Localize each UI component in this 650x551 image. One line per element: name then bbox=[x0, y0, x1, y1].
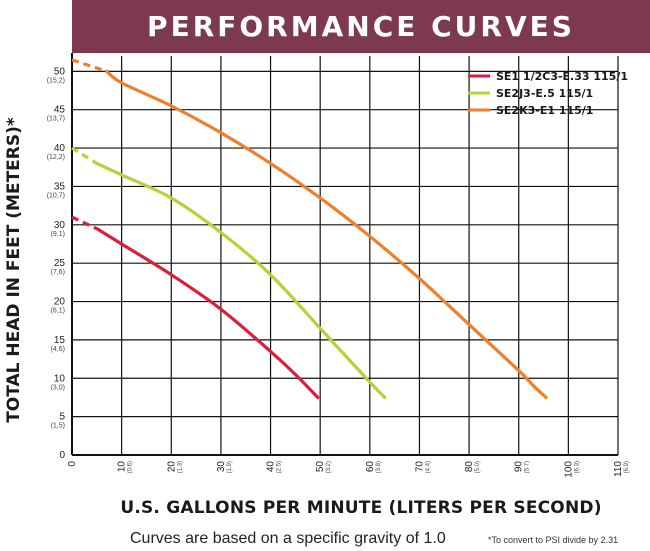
x-tick-sublabel: (2.5) bbox=[277, 461, 283, 473]
x-tick-sublabel: (6.3) bbox=[574, 461, 580, 473]
y-tick-label: 50 bbox=[54, 66, 66, 77]
x-tick-sublabel: (5.7) bbox=[525, 461, 531, 473]
legend-label: SE2K3-E1 115/1 bbox=[496, 104, 593, 117]
x-tick-sublabel: (4.4) bbox=[425, 461, 431, 473]
grid-lines bbox=[72, 56, 619, 455]
x-tick-sublabel: (1.9) bbox=[227, 461, 233, 473]
x-tick-sublabel: (6.9) bbox=[624, 461, 630, 473]
axes bbox=[71, 53, 618, 456]
y-tick-label: 20 bbox=[54, 297, 66, 308]
chart-title: PERFORMANCE CURVES bbox=[72, 0, 650, 53]
legend-label: SE1 1/2C3-E.33 115/1 bbox=[496, 70, 628, 83]
x-tick-label: 100 bbox=[563, 461, 574, 478]
curve-line bbox=[95, 161, 387, 400]
x-tick-label: 70 bbox=[414, 461, 425, 473]
y-tick-sublabel: (13,7) bbox=[47, 116, 65, 123]
x-tick-label: 0 bbox=[67, 461, 78, 467]
y-tick-sublabel: (1,5) bbox=[51, 423, 65, 430]
y-tick-label: 40 bbox=[54, 143, 66, 154]
y-axis-ticks: 0 5(1,5) 10(3,0) 15(4,6) 20(6,1) 25(7,6) 30(9,… bbox=[47, 66, 66, 461]
y-tick-sublabel: (4,6) bbox=[51, 346, 65, 353]
legend: SE1 1/2C3-E.33 115/1 SE2J3-E.5 115/1 SE2K3… bbox=[468, 70, 628, 117]
x-tick-label: 20 bbox=[166, 461, 177, 473]
y-tick-label: 45 bbox=[54, 105, 66, 116]
x-tick-label: 110 bbox=[613, 461, 624, 477]
x-tick-label: 30 bbox=[216, 461, 227, 473]
x-tick-label: 50 bbox=[315, 461, 326, 473]
y-tick-sublabel: (12,2) bbox=[47, 154, 65, 161]
y-tick-label: 25 bbox=[54, 258, 66, 269]
y-tick-sublabel: (3,0) bbox=[51, 384, 65, 391]
x-axis-label: U.S. GALLONS PER MINUTE (LITERS PER SECO… bbox=[120, 498, 602, 518]
y-axis-label: TOTAL HEAD IN FEET (METERS)* bbox=[4, 117, 24, 423]
x-tick-sublabel: (1.3) bbox=[177, 461, 183, 473]
y-tick-label: 30 bbox=[54, 220, 66, 231]
x-tick-label: 10 bbox=[117, 461, 128, 473]
y-tick-label: 35 bbox=[54, 181, 66, 192]
x-tick-label: 40 bbox=[266, 461, 277, 473]
curve-line bbox=[95, 227, 320, 400]
y-tick-sublabel: (10,7) bbox=[47, 192, 65, 199]
y-tick-label: 10 bbox=[54, 373, 66, 384]
y-tick-sublabel: (9,1) bbox=[51, 231, 65, 238]
x-tick-sublabel: (5.0) bbox=[475, 461, 481, 473]
y-tick-label: 5 bbox=[59, 412, 65, 423]
x-tick-sublabel: (3.2) bbox=[326, 461, 332, 473]
y-tick-sublabel: (7,6) bbox=[51, 269, 65, 276]
y-tick-label: 0 bbox=[59, 450, 65, 461]
legend-label: SE2J3-E.5 115/1 bbox=[496, 87, 593, 100]
x-tick-label: 60 bbox=[365, 461, 376, 473]
curve-dashed-segment bbox=[71, 215, 98, 231]
specific-gravity-note: Curves are based on a specific gravity o… bbox=[130, 530, 446, 547]
performance-curves bbox=[71, 58, 548, 400]
x-tick-sublabel: (0.6) bbox=[128, 461, 134, 473]
psi-footnote: *To convert to PSI divide by 2.31 bbox=[488, 535, 619, 545]
curve-line bbox=[105, 69, 548, 400]
x-axis-ticks: 0 10 (0.6) 20 (1.3) 30 (1.9) 40 (2.5) 50 (3.2) 60 (3… bbox=[67, 461, 630, 478]
x-tick-sublabel: (3.8) bbox=[376, 461, 382, 473]
curve-dashed-segment bbox=[71, 146, 98, 165]
x-tick-label: 80 bbox=[464, 461, 475, 473]
y-tick-sublabel: (6,1) bbox=[51, 308, 65, 315]
y-tick-sublabel: (15,2) bbox=[47, 77, 65, 84]
x-tick-label: 90 bbox=[514, 461, 525, 473]
curve-dashed-segment bbox=[71, 58, 108, 73]
y-tick-label: 15 bbox=[54, 335, 66, 346]
